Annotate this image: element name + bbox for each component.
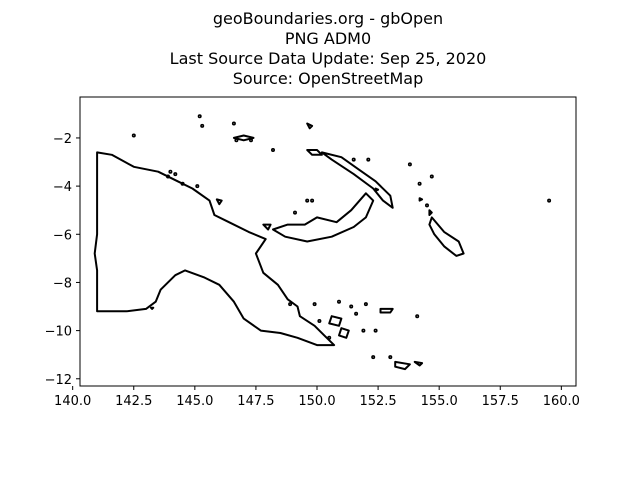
- landmass-mussau: [306, 122, 314, 130]
- islet-7: [173, 172, 178, 177]
- landmass-manus: [232, 134, 255, 142]
- landmass-tagula: [394, 360, 411, 371]
- x-tick-label: 150.0: [298, 394, 335, 409]
- plot-frame: [79, 96, 577, 387]
- islet-2: [200, 123, 205, 128]
- shapes-layer: [93, 122, 465, 371]
- islet-15: [351, 157, 356, 162]
- x-tick-label: 142.5: [115, 394, 152, 409]
- islet-16: [366, 157, 371, 162]
- islet-11: [195, 184, 200, 189]
- islet-0: [131, 133, 136, 138]
- landmass-normanby: [338, 327, 350, 339]
- landmass-new-ireland: [320, 151, 394, 209]
- islet-21: [547, 198, 552, 203]
- x-tick-label: 155.0: [421, 394, 458, 409]
- islet-17: [407, 162, 412, 167]
- landmass-buka: [428, 209, 433, 216]
- landmass-mainland: [93, 151, 336, 347]
- islet-10: [180, 181, 185, 186]
- x-axis: 140.0 142.5 145.0 147.5 150.0 152.5 155.0 157.5…: [54, 386, 580, 409]
- landmass-new-hanover: [306, 149, 323, 156]
- islet-27: [327, 335, 332, 340]
- x-tick-label: 160.0: [543, 394, 580, 409]
- islets-layer: [131, 114, 552, 360]
- islet-3: [231, 121, 236, 126]
- landmass-nissan: [418, 197, 424, 202]
- y-tick-label: −8: [53, 276, 72, 291]
- landmass-bougainville: [428, 216, 465, 257]
- title-line-3: Last Source Data Update: Sep 25, 2020: [169, 49, 487, 68]
- islet-30: [388, 355, 393, 360]
- title-line-4: Source: OpenStreetMap: [232, 69, 424, 88]
- landmass-rossel: [413, 360, 424, 367]
- y-tick-label: −4: [53, 180, 72, 195]
- x-tick-label: 145.0: [176, 394, 213, 409]
- islet-20: [424, 203, 429, 208]
- landmass-duke-of-york: [374, 187, 380, 192]
- landmass-fergusson: [328, 315, 343, 327]
- islet-13: [292, 210, 297, 215]
- islet-23: [336, 299, 341, 304]
- y-tick-label: −12: [45, 373, 72, 388]
- islet-4: [270, 148, 275, 153]
- islet-34: [317, 318, 322, 323]
- islet-24: [349, 304, 354, 309]
- islet-9: [168, 169, 173, 174]
- map-title: geoBoundaries.org - gbOpen PNG ADM0 Last…: [0, 9, 640, 89]
- islet-14: [310, 198, 315, 203]
- x-tick-label: 147.5: [237, 394, 274, 409]
- landmass-woodlark: [379, 307, 394, 314]
- islet-26: [363, 302, 368, 307]
- islet-29: [373, 328, 378, 333]
- islet-18: [417, 181, 422, 186]
- x-tick-label: 152.5: [359, 394, 396, 409]
- y-tick-label: −6: [53, 228, 72, 243]
- landmass-karkar: [215, 198, 223, 206]
- islet-8: [166, 174, 171, 179]
- islet-25: [354, 311, 359, 316]
- landmass-new-britain: [272, 192, 375, 243]
- title-line-1: geoBoundaries.org - gbOpen: [212, 9, 444, 28]
- landmass-umboi: [262, 223, 272, 231]
- islet-5: [234, 138, 239, 143]
- x-tick-label: 140.0: [54, 394, 91, 409]
- islet-31: [415, 314, 420, 319]
- y-tick-label: −10: [45, 325, 72, 340]
- islet-6: [249, 138, 254, 143]
- title-line-2: PNG ADM0: [284, 29, 372, 48]
- islet-32: [371, 355, 376, 360]
- y-axis: −2 −4 −6 −8 −10 −12: [45, 132, 80, 388]
- landmass-daru: [149, 306, 155, 310]
- x-tick-label: 157.5: [482, 394, 519, 409]
- islet-1: [197, 114, 202, 119]
- islet-12: [305, 198, 310, 203]
- islet-28: [361, 328, 366, 333]
- y-tick-label: −2: [53, 132, 72, 147]
- islet-19: [429, 174, 434, 179]
- islet-33: [288, 302, 293, 307]
- islet-22: [312, 302, 317, 307]
